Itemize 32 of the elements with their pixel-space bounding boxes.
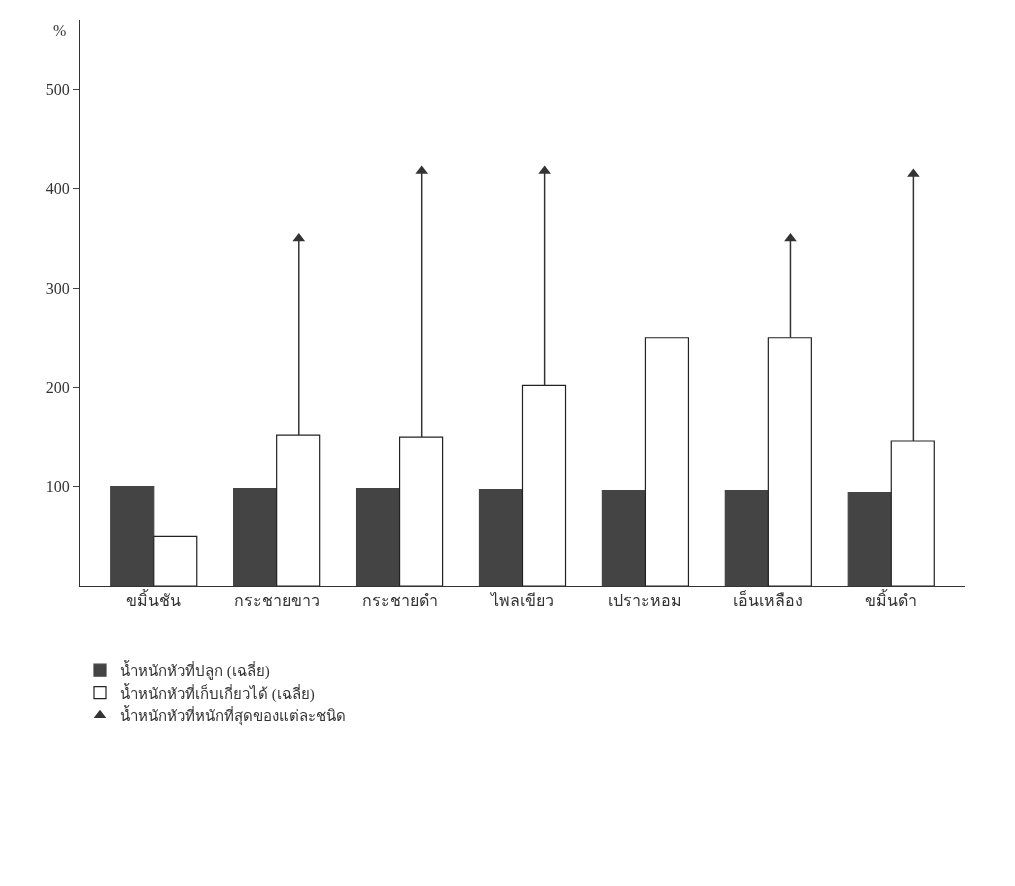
y-tick-label: 400: [45, 180, 70, 198]
bar: [233, 488, 278, 586]
bar: [478, 489, 524, 586]
x-tick-label: ขมิ้นชัน: [126, 589, 182, 610]
x-tick-label: กระชายดำ: [361, 592, 438, 610]
bar: [644, 337, 690, 586]
legend-label: น้ำหนักหัวที่หนักที่สุดของแต่ละชนิด: [120, 705, 346, 727]
bar: [601, 490, 647, 586]
y-tick-label: 200: [45, 379, 70, 396]
bar: [110, 486, 155, 586]
x-tick-label: กระชายขาว: [233, 592, 320, 610]
bar: [153, 535, 198, 586]
legend-label: น้ำหนักหัวที่เก็บเกี่ยวได้ (เฉลี่ย): [120, 682, 315, 703]
bar: [890, 440, 935, 586]
legend-label: น้ำหนักหัวที่ปลูก (เฉลี่ย): [120, 660, 270, 681]
point: [292, 232, 306, 242]
bar: [767, 337, 812, 586]
x-tick-label: ขมิ้นดำ: [865, 589, 918, 610]
y-axis-title: %: [53, 22, 67, 39]
bar: [847, 492, 892, 586]
bar: [724, 490, 769, 586]
y-tick-label: 300: [45, 279, 70, 297]
bar: [398, 436, 444, 586]
bar: [276, 434, 321, 586]
bar: [355, 488, 401, 586]
x-tick-label: ไพลเขียว: [489, 591, 554, 610]
point: [784, 232, 797, 242]
y-tick-label: 500: [45, 81, 70, 99]
x-tick-label: เอ็นเหลือง: [733, 590, 804, 610]
x-tick-label: เปราะหอม: [608, 592, 683, 610]
y-tick-label: 100: [45, 478, 70, 496]
bar: [521, 384, 567, 586]
